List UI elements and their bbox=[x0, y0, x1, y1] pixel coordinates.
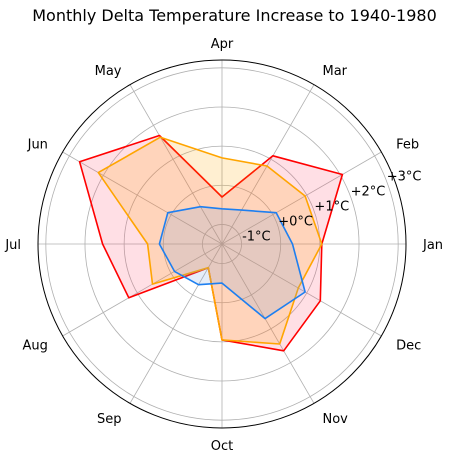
category-label: Jul bbox=[4, 238, 21, 253]
label-layer: -1°C +0°C+1°C+2°C+3°C Jan Feb Mar Apr May Jun Ju… bbox=[4, 37, 443, 454]
category-label: Jan bbox=[422, 238, 443, 253]
grid-spoke bbox=[221, 151, 382, 245]
category-label: Mar bbox=[323, 64, 348, 79]
polar-frame bbox=[37, 59, 407, 429]
category-label: May bbox=[95, 64, 122, 79]
radial-tick-label: +2°C bbox=[351, 185, 386, 200]
category-label: Apr bbox=[211, 37, 234, 52]
grid-layer bbox=[37, 59, 407, 429]
series-1-line bbox=[97, 136, 323, 345]
chart-title: Monthly Delta Temperature Increase to 19… bbox=[32, 6, 437, 25]
grid-spoke bbox=[221, 84, 315, 245]
series-0-fill bbox=[79, 135, 343, 351]
radial-tick-label: +1°C bbox=[314, 200, 349, 215]
series-2-fill bbox=[159, 206, 306, 319]
radial-tick-label: +0°C bbox=[278, 215, 313, 230]
category-label: Oct bbox=[211, 439, 233, 454]
category-label: Jun bbox=[27, 138, 48, 153]
grid-spoke bbox=[129, 84, 223, 245]
grid-spoke bbox=[221, 243, 382, 337]
category-label: Aug bbox=[23, 339, 48, 354]
series-2-line bbox=[158, 205, 306, 320]
grid-spoke bbox=[62, 243, 223, 337]
category-label: Sep bbox=[97, 412, 122, 427]
category-label: Dec bbox=[396, 339, 421, 354]
grid-spoke bbox=[221, 243, 315, 404]
grid-spoke bbox=[129, 243, 223, 404]
radial-tick-label: +3°C bbox=[387, 170, 422, 185]
radial-tick-label: -1°C bbox=[242, 230, 271, 245]
category-label: Nov bbox=[323, 412, 349, 427]
grid-spoke bbox=[62, 151, 223, 245]
category-label: Feb bbox=[396, 138, 419, 153]
series-layer bbox=[78, 134, 344, 352]
series-1-fill bbox=[98, 137, 322, 344]
series-0-line bbox=[78, 134, 344, 352]
